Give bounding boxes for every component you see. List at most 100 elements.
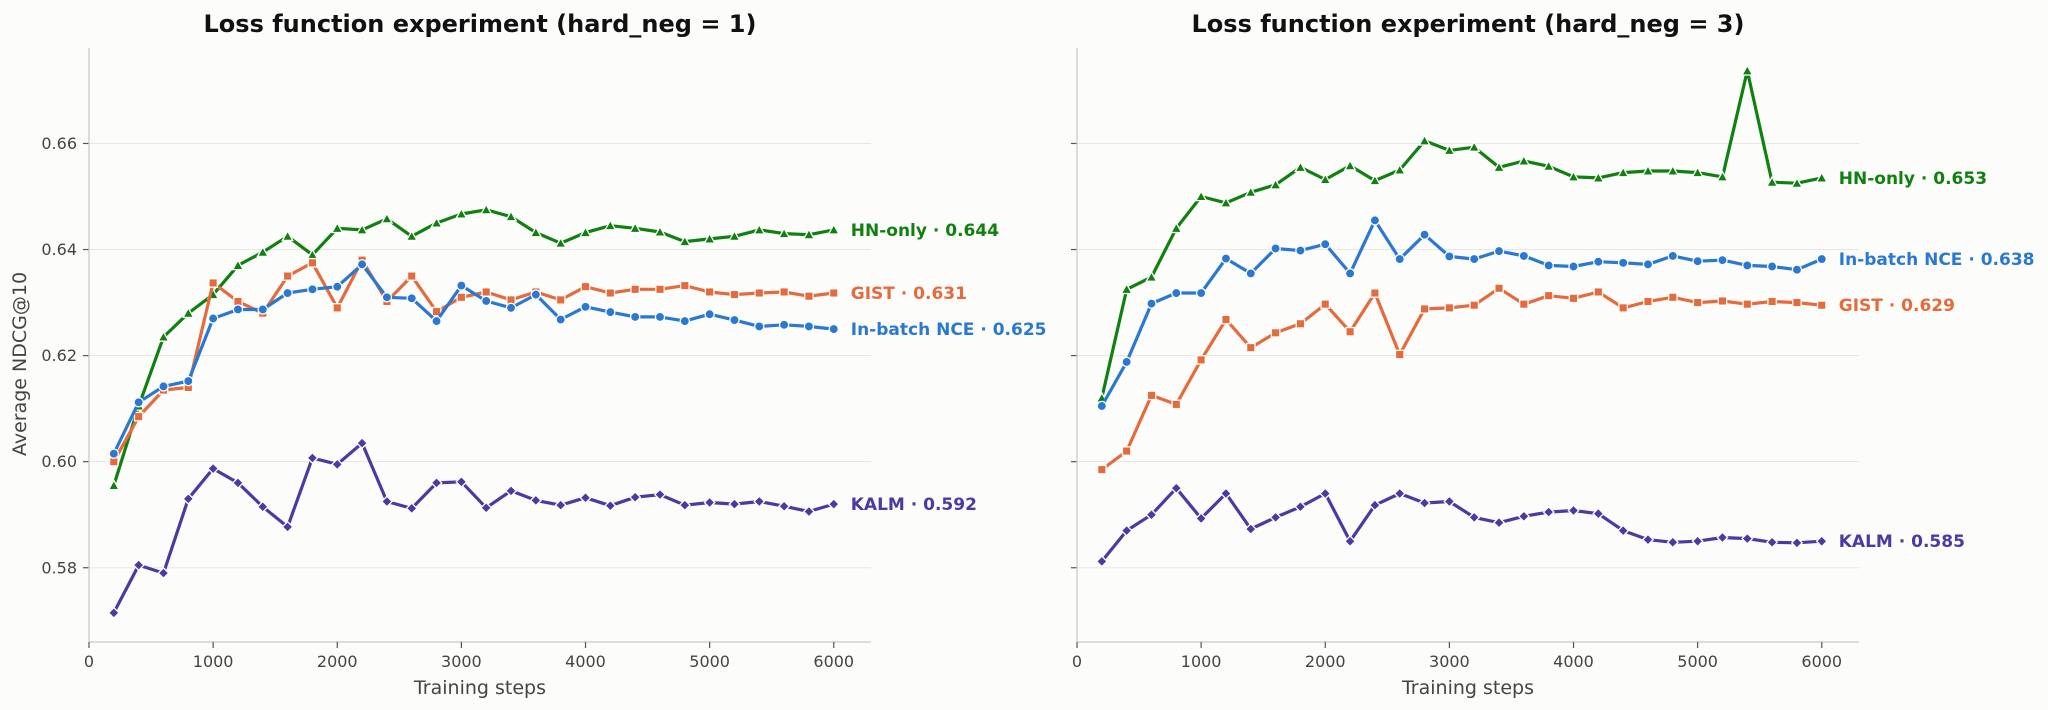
right-point-kalm-1	[1120, 524, 1133, 537]
left-point-in-batch-nce-28	[803, 321, 815, 332]
right-point-hn-only-15	[1467, 140, 1481, 152]
right-point-gist-14	[1444, 303, 1455, 313]
right-point-kalm-21	[1617, 524, 1630, 537]
right-point-hn-only-8	[1294, 160, 1307, 173]
right-point-kalm-14	[1443, 495, 1456, 508]
right-xtick-label-1: 1000	[1181, 652, 1222, 671]
right-point-gist-4	[1196, 354, 1206, 365]
right-point-gist-6	[1245, 342, 1256, 353]
right-point-kalm-27	[1765, 536, 1779, 549]
left-chart-ylabel: Average NDCG@10	[9, 272, 31, 456]
left-point-in-batch-nce-4	[207, 313, 219, 324]
right-point-in-batch-nce-2	[1146, 298, 1157, 309]
right-series-gist: GIST · 0.629	[1096, 283, 1955, 475]
left-end-label-kalm: KALM · 0.592	[851, 495, 977, 515]
left-point-kalm-9	[331, 458, 344, 471]
left-point-kalm-12	[405, 502, 418, 515]
right-point-kalm-11	[1368, 499, 1382, 512]
left-point-kalm-25	[728, 497, 741, 511]
left-xtick-label-3: 3000	[441, 652, 482, 671]
left-point-kalm-20	[604, 499, 617, 512]
right-point-kalm-16	[1492, 516, 1506, 529]
left-point-kalm-15	[480, 501, 493, 514]
right-point-hn-only-7	[1269, 178, 1282, 190]
left-point-kalm-17	[529, 494, 542, 507]
left-point-in-batch-nce-23	[679, 315, 691, 327]
left-point-hn-only-0	[107, 479, 121, 491]
left-point-in-batch-nce-0	[108, 448, 120, 459]
left-point-hn-only-15	[479, 203, 493, 215]
left-point-gist-28	[804, 291, 814, 302]
right-point-hn-only-9	[1318, 172, 1332, 185]
right-point-gist-19	[1568, 293, 1579, 304]
right-point-gist-27	[1767, 296, 1777, 307]
left-point-hn-only-25	[728, 229, 741, 242]
right-point-gist-17	[1519, 299, 1529, 310]
right-point-in-batch-nce-7	[1270, 243, 1281, 254]
left-xtick-label-4: 4000	[565, 652, 606, 671]
left-point-gist-29	[828, 288, 839, 298]
right-point-in-batch-nce-12	[1394, 253, 1405, 265]
left-point-gist-27	[779, 287, 789, 297]
right-point-hn-only-12	[1393, 163, 1407, 175]
left-point-gist-22	[655, 284, 665, 295]
left-point-in-batch-nce-6	[257, 304, 269, 315]
right-end-label-hn-only: HN-only · 0.653	[1839, 169, 1987, 189]
left-point-kalm-10	[355, 436, 369, 450]
right-point-gist-15	[1469, 300, 1480, 311]
right-point-kalm-9	[1319, 487, 1332, 500]
right-point-in-batch-nce-19	[1568, 261, 1579, 272]
right-point-in-batch-nce-23	[1667, 250, 1679, 262]
right-point-in-batch-nce-6	[1245, 268, 1257, 279]
right-point-hn-only-22	[1641, 164, 1655, 176]
right-point-kalm-25	[1716, 531, 1729, 544]
right-point-hn-only-25	[1716, 170, 1729, 182]
right-point-kalm-28	[1790, 536, 1804, 549]
left-point-kalm-7	[281, 520, 294, 534]
right-point-kalm-3	[1170, 482, 1183, 495]
right-point-hn-only-11	[1368, 174, 1382, 186]
left-point-kalm-4	[207, 462, 220, 475]
right-point-in-batch-nce-1	[1121, 356, 1132, 368]
right-point-gist-29	[1816, 300, 1827, 311]
right-point-gist-2	[1146, 390, 1157, 401]
left-point-kalm-29	[827, 497, 840, 511]
right-point-hn-only-24	[1691, 166, 1704, 178]
right-chart-title: Loss function experiment (hard_neg = 3)	[1192, 10, 1745, 38]
right-point-kalm-8	[1294, 500, 1307, 513]
right-point-hn-only-27	[1765, 175, 1779, 187]
right-point-gist-28	[1792, 297, 1802, 308]
right-point-hn-only-20	[1592, 171, 1605, 183]
left-point-kalm-21	[629, 491, 642, 504]
left-point-hn-only-26	[752, 223, 766, 235]
right-point-hn-only-26	[1740, 64, 1754, 76]
left-point-kalm-11	[380, 495, 394, 508]
right-xtick-label-0: 0	[1072, 652, 1082, 671]
right-point-in-batch-nce-15	[1468, 253, 1480, 265]
left-point-hn-only-16	[504, 210, 518, 222]
right-point-gist-0	[1096, 464, 1107, 475]
right-point-kalm-7	[1269, 511, 1282, 524]
left-ytick-label-0: 0.58	[41, 558, 77, 577]
left-point-hn-only-14	[455, 207, 468, 219]
left-xtick-label-0: 0	[84, 652, 94, 671]
right-point-kalm-26	[1741, 532, 1754, 545]
right-point-hn-only-23	[1666, 164, 1680, 176]
left-series-line-hn-only	[112, 208, 836, 488]
left-point-hn-only-7	[281, 229, 294, 242]
right-point-gist-12	[1394, 349, 1405, 360]
right-point-kalm-29	[1815, 535, 1828, 548]
left-point-gist-21	[630, 284, 641, 295]
left-point-gist-25	[729, 289, 740, 300]
left-point-in-batch-nce-7	[282, 287, 293, 299]
left-point-gist-7	[282, 271, 293, 281]
left-point-hn-only-11	[380, 212, 394, 224]
left-xtick-label-1: 1000	[193, 652, 234, 671]
left-point-gist-1	[133, 411, 144, 422]
right-point-in-batch-nce-16	[1493, 245, 1505, 257]
left-chart-title: Loss function experiment (hard_neg = 1)	[204, 10, 757, 38]
left-ytick-label-4: 0.66	[41, 134, 77, 153]
left-ytick-label-3: 0.64	[41, 240, 77, 259]
left-point-in-batch-nce-8	[307, 284, 318, 295]
